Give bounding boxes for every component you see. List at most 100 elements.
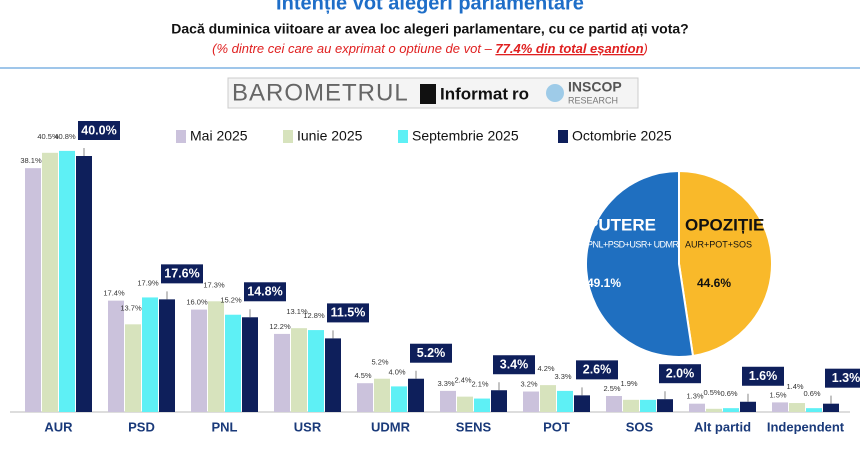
pie-slice [585, 169, 695, 358]
bar [491, 390, 507, 412]
value-label: 3.3% [437, 379, 454, 388]
bar [606, 396, 622, 412]
pie-value-label: 49.1% [587, 276, 621, 290]
value-label: 12.2% [269, 322, 291, 331]
bar [25, 168, 41, 412]
value-label: 40.5% [37, 132, 59, 141]
bar [640, 399, 656, 412]
value-label: 1.5% [769, 390, 786, 399]
value-label: 40.8% [54, 132, 76, 141]
legend-label: Septembrie 2025 [412, 128, 519, 144]
logo-icon [420, 84, 436, 104]
value-label: 13.1% [286, 307, 308, 316]
x-tick-label: Alt partid [694, 419, 751, 434]
bar [574, 395, 590, 412]
pie-chart: PUTERE PNL+PSD+USR+ UDMR 49.1% OPOZIȚIE AUR+… [585, 169, 773, 358]
value-label-box [327, 303, 369, 323]
bar [623, 399, 639, 412]
bar [723, 408, 739, 412]
value-label-box [410, 343, 452, 363]
legend-swatch [176, 130, 186, 143]
x-tick-label: USR [294, 419, 322, 434]
bar [689, 403, 705, 412]
value-label: 12.8% [303, 311, 325, 320]
legend-swatch [398, 130, 408, 143]
bar [225, 314, 241, 412]
value-label: 1.6% [749, 369, 778, 383]
bar [125, 324, 141, 412]
bar [457, 396, 473, 412]
bar [242, 317, 258, 412]
bar [789, 403, 805, 412]
value-label: 2.1% [471, 380, 488, 389]
x-tick-label: SENS [456, 419, 492, 434]
logo-informat: Informat [440, 84, 508, 103]
bar [474, 398, 490, 412]
bar [159, 299, 175, 412]
note-prefix: (% dintre cei care au exprimat o optiune… [212, 41, 492, 56]
logo-dot [546, 84, 564, 102]
value-label: 40.0% [81, 123, 116, 137]
bar [208, 301, 224, 412]
legend-label: Iunie 2025 [297, 128, 363, 144]
value-label-box [659, 364, 701, 384]
value-label: 5.2% [371, 358, 388, 367]
value-label: 4.0% [388, 367, 405, 376]
value-label: 5.2% [417, 346, 446, 360]
logo-ro: ro [512, 84, 529, 103]
value-label: 3.3% [554, 372, 571, 381]
pie-description: PNL+PSD+USR+ UDMR [587, 239, 680, 249]
bar [308, 330, 324, 412]
bar [706, 408, 722, 412]
bar [274, 333, 290, 412]
bar [523, 391, 539, 412]
value-label: 11.5% [331, 306, 366, 320]
value-label-box [244, 282, 286, 302]
chart-subtitle: Dacă duminica viitoare ar avea loc alege… [171, 21, 688, 37]
logo-barometrul: BAROMETRUL [232, 79, 409, 106]
bar [740, 401, 756, 412]
x-tick-label: AUR [44, 419, 73, 434]
pie-slice [678, 169, 773, 358]
value-label: 0.6% [803, 389, 820, 398]
legend-label: Mai 2025 [190, 128, 248, 144]
value-label: 2.5% [603, 384, 620, 393]
bar [291, 328, 307, 412]
bar [772, 402, 788, 412]
note-suffix: ) [642, 41, 648, 56]
value-label: 1.3% [686, 392, 703, 401]
bar [59, 150, 75, 412]
bar [142, 297, 158, 412]
value-label-box [161, 264, 203, 284]
value-label-box [78, 121, 120, 140]
value-label: 16.0% [186, 298, 208, 307]
value-label: 4.5% [354, 371, 371, 380]
bar [374, 378, 390, 412]
bar [391, 386, 407, 412]
value-label: 1.3% [832, 371, 860, 385]
value-label: 3.4% [500, 358, 529, 372]
value-label: 17.3% [203, 280, 225, 289]
x-tick-label: PNL [212, 419, 238, 434]
value-label: 17.9% [137, 278, 159, 287]
legend-swatch [558, 130, 568, 143]
value-label: 2.6% [583, 363, 612, 377]
value-label: 2.4% [454, 376, 471, 385]
pie-description: AUR+POT+SOS [685, 239, 752, 249]
note-highlight: 77.4% din total eșantion [495, 41, 643, 56]
value-label-box [576, 360, 618, 380]
value-label: 38.1% [20, 156, 42, 165]
value-label: 0.6% [720, 389, 737, 398]
x-tick-label: Independent [767, 419, 845, 434]
legend-label: Octombrie 2025 [572, 128, 672, 144]
plot-area: AUR 38.1% 40.5%40.8% 40.0% PSD 17.4% 13.7% 17.9… [10, 121, 860, 434]
bar [440, 390, 456, 412]
pie-label: PUTERE [587, 215, 656, 234]
value-label: 4.2% [537, 364, 554, 373]
logo-research: RESEARCH [568, 95, 618, 105]
value-label: 14.8% [247, 285, 282, 299]
value-label-box [493, 355, 535, 375]
legend-swatch [283, 130, 293, 143]
bar [357, 383, 373, 412]
